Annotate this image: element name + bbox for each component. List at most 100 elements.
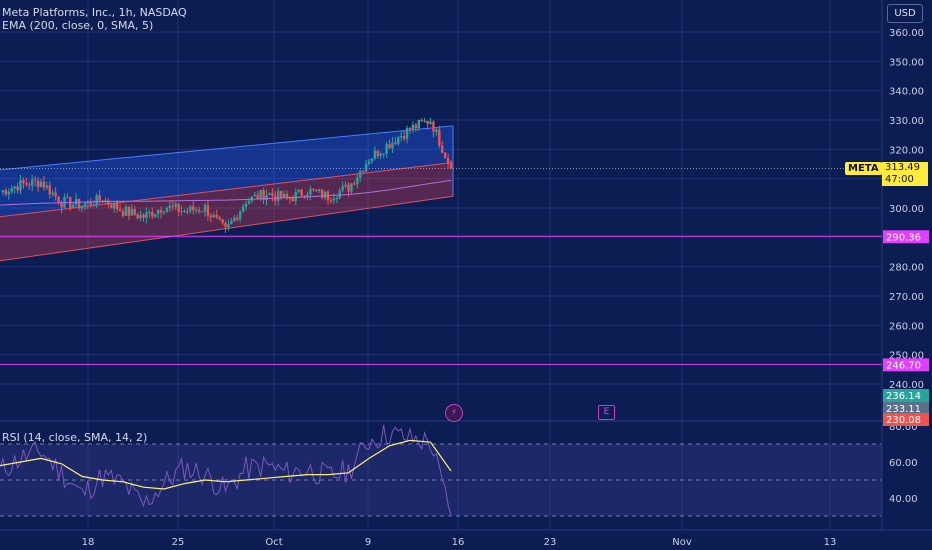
- candle-body: [148, 212, 151, 214]
- candle-body: [127, 206, 131, 216]
- price-tick-label: 340.00: [889, 87, 924, 98]
- candle-body: [86, 201, 90, 204]
- time-axis-background: [0, 530, 932, 550]
- price-axis-background: [882, 0, 932, 530]
- tag-233: 233.11: [886, 404, 921, 415]
- ema-line: [0, 179, 452, 206]
- candle-body: [136, 214, 139, 219]
- candle-body: [279, 190, 283, 199]
- ema-legend[interactable]: EMA (200, close, 0, SMA, 5): [2, 19, 154, 32]
- level-246-tag: 246.70: [886, 360, 921, 371]
- candle-body: [156, 210, 160, 215]
- candle-body: [121, 211, 125, 216]
- candle-body: [33, 179, 37, 181]
- price-tick-label: 300.00: [889, 204, 924, 215]
- candle-body: [315, 189, 318, 192]
- candle-body: [288, 198, 292, 200]
- candle-body: [189, 206, 192, 212]
- tag-230-bg: [883, 413, 929, 426]
- time-tick-label: 23: [544, 537, 557, 548]
- time-axis[interactable]: 18 25 Oct 9 16 23 Nov 13: [0, 529, 932, 550]
- time-tick-label: 9: [365, 537, 371, 548]
- channel-upper-fill: [0, 125, 453, 217]
- candle-body: [7, 191, 10, 195]
- candle-body: [142, 214, 145, 218]
- candle-body: [28, 184, 31, 186]
- candle-body: [309, 188, 312, 195]
- price-tick-label: 260.00: [889, 321, 924, 332]
- currency-button[interactable]: USD: [887, 4, 923, 23]
- tag-236: 236.14: [886, 391, 921, 402]
- candle-body: [285, 193, 289, 199]
- candle-body: [361, 170, 365, 172]
- level-246-tag-bg: [883, 358, 929, 372]
- rsi-legend[interactable]: RSI (14, close, SMA, 14, 2): [2, 431, 148, 444]
- tag-236-bg: [883, 389, 929, 402]
- candle-body: [195, 209, 198, 211]
- candle-body: [367, 161, 371, 165]
- candle-body: [80, 206, 84, 209]
- candle-body: [209, 215, 213, 218]
- rsi-tick-label: 60.00: [889, 458, 918, 469]
- candle-body: [259, 190, 262, 200]
- candle-body: [394, 142, 397, 144]
- candle-body: [359, 170, 362, 178]
- candle-body: [391, 142, 394, 149]
- candle-body: [151, 212, 154, 217]
- candle-body: [435, 129, 438, 132]
- candle-body: [441, 145, 444, 153]
- candle-body: [203, 205, 207, 212]
- candle-body: [312, 188, 315, 190]
- lightning-icon[interactable]: ⚡: [445, 404, 463, 422]
- candle-body: [364, 164, 368, 172]
- candle-body: [154, 214, 157, 217]
- earnings-icon[interactable]: E: [598, 405, 615, 420]
- candle-body: [294, 191, 297, 202]
- candle-body: [159, 210, 163, 213]
- candle-body: [306, 194, 309, 198]
- candle-body: [92, 205, 95, 207]
- candle-body: [192, 206, 195, 211]
- candle-body: [42, 181, 46, 188]
- candle-body: [10, 188, 13, 192]
- candle-body: [36, 180, 40, 187]
- candle-body: [115, 202, 119, 210]
- candle-body: [66, 197, 69, 199]
- candle-body: [221, 219, 224, 224]
- candle-body: [277, 190, 280, 201]
- rsi-tick-label: 80.00: [889, 422, 918, 433]
- candle-body: [282, 193, 286, 199]
- price-axis[interactable]: 360.00350.00340.00330.00320.00310.00300.…: [881, 0, 932, 550]
- candle-body: [180, 211, 183, 213]
- candle-body: [174, 203, 177, 207]
- rsi-series-line: [0, 425, 452, 517]
- candle-body: [446, 158, 450, 164]
- candle-body: [347, 184, 350, 192]
- candle-body: [238, 211, 242, 220]
- symbol-title[interactable]: Meta Platforms, Inc., 1h, NASDAQ: [2, 6, 187, 19]
- candle-body: [165, 208, 169, 212]
- candle-body: [320, 189, 324, 198]
- price-tick-label: 240.00: [889, 380, 924, 391]
- candle-body: [74, 198, 78, 205]
- candle-body: [133, 208, 136, 215]
- candle-body: [323, 191, 327, 198]
- candle-body: [338, 190, 341, 199]
- candle-body: [417, 119, 420, 129]
- candle-body: [376, 150, 379, 157]
- time-tick-label: Nov: [672, 537, 692, 548]
- candle-body: [48, 185, 51, 195]
- countdown-value: 47:00: [885, 174, 914, 185]
- candle-body: [405, 127, 409, 139]
- meta-label: META: [845, 162, 882, 175]
- candle-body: [197, 209, 201, 212]
- candle-body: [230, 221, 233, 225]
- candle-body: [432, 121, 435, 132]
- candle-body: [262, 190, 265, 201]
- last-price-value: 313.49: [885, 162, 920, 173]
- time-tick-label: 25: [172, 537, 185, 548]
- candle-body: [244, 204, 248, 207]
- candle-body: [124, 206, 128, 216]
- candle-body: [215, 214, 218, 218]
